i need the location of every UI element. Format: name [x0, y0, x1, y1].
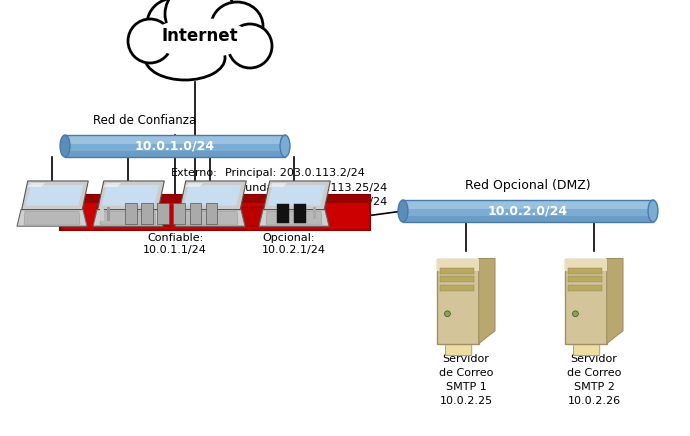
Bar	[440, 268, 474, 274]
Bar	[277, 204, 289, 223]
Bar	[125, 204, 137, 224]
Polygon shape	[175, 210, 245, 226]
Bar	[65, 151, 285, 157]
Text: 10.0.2.0/24: 10.0.2.0/24	[488, 204, 568, 218]
Bar	[440, 276, 474, 282]
Ellipse shape	[60, 135, 70, 157]
Polygon shape	[182, 211, 238, 224]
Ellipse shape	[128, 19, 172, 63]
Polygon shape	[26, 185, 83, 205]
Bar	[106, 207, 110, 221]
Polygon shape	[479, 259, 495, 344]
Polygon shape	[101, 185, 159, 205]
Ellipse shape	[280, 135, 290, 157]
Text: Opcional:: Opcional:	[262, 233, 315, 243]
Ellipse shape	[211, 2, 263, 50]
Polygon shape	[21, 181, 88, 210]
Polygon shape	[185, 183, 203, 187]
Bar	[173, 204, 185, 224]
Text: 10.0.1.0/24: 10.0.1.0/24	[135, 140, 215, 153]
Bar	[569, 268, 602, 274]
Polygon shape	[93, 210, 163, 226]
Ellipse shape	[573, 311, 578, 317]
Text: Secundaria: 203.0.113.26/24: Secundaria: 203.0.113.26/24	[225, 197, 387, 207]
Polygon shape	[264, 181, 331, 210]
Polygon shape	[259, 210, 329, 226]
Bar	[565, 259, 607, 271]
Text: Externo:: Externo:	[171, 168, 218, 178]
Polygon shape	[184, 185, 242, 205]
Text: Servidor
de Correo
SMTP 1
10.0.2.25: Servidor de Correo SMTP 1 10.0.2.25	[439, 354, 493, 406]
Polygon shape	[17, 210, 87, 226]
Ellipse shape	[228, 24, 272, 68]
Polygon shape	[98, 181, 164, 210]
Ellipse shape	[165, 0, 235, 46]
Polygon shape	[103, 183, 121, 187]
Polygon shape	[607, 259, 623, 344]
Polygon shape	[179, 181, 246, 210]
Bar	[97, 207, 289, 226]
Bar	[440, 285, 474, 291]
Bar	[141, 204, 153, 224]
Ellipse shape	[398, 200, 408, 222]
Bar	[60, 195, 370, 203]
Bar	[157, 204, 169, 224]
Bar	[437, 259, 479, 344]
Bar	[569, 285, 602, 291]
Bar	[65, 135, 285, 157]
Bar	[294, 204, 306, 223]
Polygon shape	[268, 183, 287, 187]
Polygon shape	[24, 211, 80, 224]
Bar	[403, 200, 653, 209]
Text: 10.0.2.1/24: 10.0.2.1/24	[262, 245, 326, 255]
Bar	[403, 200, 653, 222]
Polygon shape	[446, 338, 472, 355]
Bar	[403, 217, 653, 222]
Ellipse shape	[145, 36, 225, 80]
Bar	[100, 207, 104, 221]
Text: Red Opcional (DMZ): Red Opcional (DMZ)	[465, 179, 591, 192]
Polygon shape	[266, 211, 322, 224]
Text: Servidor
de Correo
SMTP 2
10.0.2.26: Servidor de Correo SMTP 2 10.0.2.26	[566, 354, 621, 406]
Ellipse shape	[444, 311, 451, 317]
Polygon shape	[27, 183, 45, 187]
Bar	[206, 204, 217, 224]
Ellipse shape	[150, 18, 250, 58]
Polygon shape	[573, 338, 600, 355]
Polygon shape	[100, 211, 156, 224]
Text: Internet: Internet	[161, 27, 238, 45]
Text: Secundaria: 203.0.113.25/24: Secundaria: 203.0.113.25/24	[225, 183, 387, 193]
Ellipse shape	[147, 0, 203, 50]
Bar	[190, 204, 201, 224]
Text: 10.0.1.1/24: 10.0.1.1/24	[143, 245, 207, 255]
Ellipse shape	[648, 200, 658, 222]
Bar	[565, 259, 607, 344]
Text: Confiable:: Confiable:	[147, 233, 203, 243]
Text: Red de Confianza: Red de Confianza	[93, 114, 197, 127]
Bar	[569, 276, 602, 282]
Polygon shape	[268, 185, 325, 205]
Bar	[60, 195, 370, 230]
Bar	[313, 207, 317, 219]
Bar	[65, 135, 285, 144]
Text: Principal: 203.0.113.2/24: Principal: 203.0.113.2/24	[225, 168, 365, 178]
Bar	[437, 259, 479, 271]
